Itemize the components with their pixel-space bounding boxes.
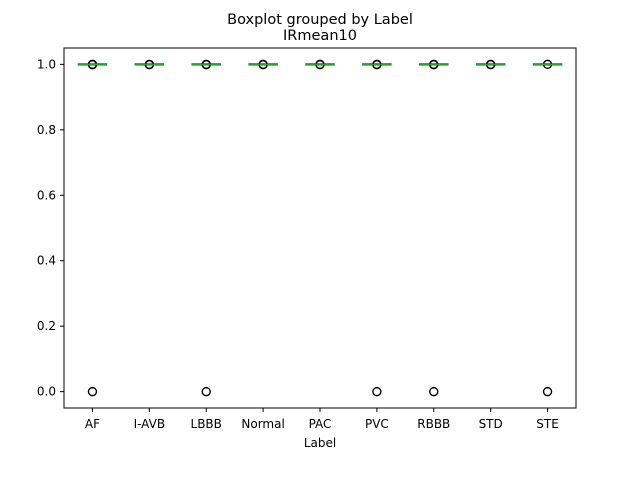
x-axis-label: Label	[304, 436, 336, 450]
x-tick-label: AF	[85, 417, 100, 431]
y-tick-label: 0.4	[37, 254, 56, 268]
x-tick-label: PAC	[309, 417, 332, 431]
chart-title: IRmean10	[283, 28, 357, 44]
x-tick-label: RBBB	[417, 417, 450, 431]
outlier-point	[542, 386, 553, 397]
outlier-point	[87, 386, 98, 397]
y-tick-label: 1.0	[37, 57, 56, 71]
x-tick-label: STE	[536, 417, 559, 431]
axes-frame	[63, 47, 577, 409]
x-tick-label: Normal	[241, 417, 284, 431]
y-tick-label: 0.0	[37, 385, 56, 399]
y-tick-label: 0.2	[37, 319, 56, 333]
outlier-point	[372, 386, 382, 397]
chart-suptitle: Boxplot grouped by Label	[227, 12, 413, 28]
outlier-point	[201, 386, 211, 397]
x-tick-label: PVC	[365, 417, 389, 431]
outlier-point	[429, 386, 439, 397]
y-tick-label: 0.6	[37, 188, 56, 202]
x-tick-label: I-AVB	[134, 417, 166, 431]
plot-area	[77, 59, 563, 397]
x-tick-label: LBBB	[191, 417, 222, 431]
y-tick-label: 0.8	[37, 123, 56, 137]
x-tick-label: STD	[479, 417, 503, 431]
